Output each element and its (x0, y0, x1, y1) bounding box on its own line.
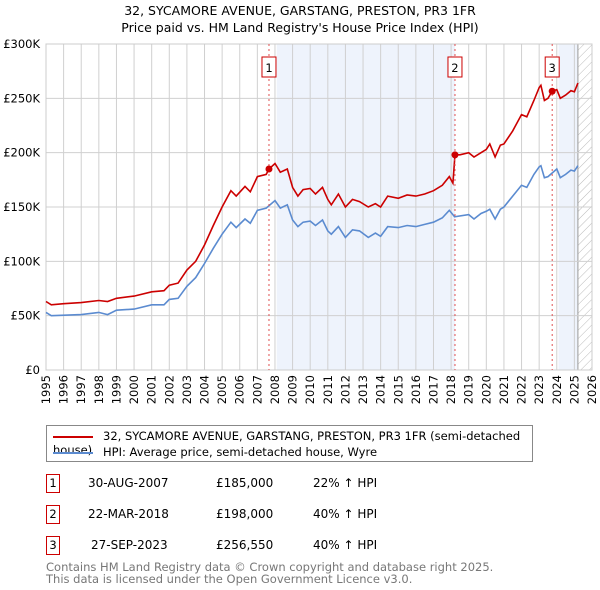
x-tick-label: 2025 (567, 375, 581, 404)
x-tick-label: 2005 (215, 375, 229, 404)
sale-number-box: 3 (46, 536, 60, 555)
sale-marker-box (447, 56, 463, 78)
y-tick-label: £50K (11, 309, 41, 323)
x-tick-label: 2016 (409, 375, 423, 404)
sale-marker-box (261, 56, 277, 78)
x-tick-label: 2022 (515, 375, 529, 404)
x-tick-label: 2004 (198, 375, 212, 404)
sale-hpi-change: 40% ↑ HPI (313, 538, 378, 552)
sale-number-box: 2 (46, 505, 60, 524)
chart-title: 32, SYCAMORE AVENUE, GARSTANG, PRESTON, … (124, 3, 476, 18)
x-tick-label: 2002 (162, 375, 176, 404)
sale-marker-box (544, 56, 560, 78)
x-tick-label: 1996 (57, 375, 71, 404)
footer-line-2: This data is licensed under the Open Gov… (46, 572, 413, 586)
y-tick-label: £0 (25, 363, 40, 377)
x-tick-label: 2006 (233, 375, 247, 404)
x-tick-label: 1997 (74, 375, 88, 404)
x-tick-label: 2003 (180, 375, 194, 404)
x-tick-label: 2011 (321, 375, 335, 404)
price-chart: 32, SYCAMORE AVENUE, GARSTANG, PRESTON, … (3, 3, 599, 404)
legend-label: 32, SYCAMORE AVENUE, GARSTANG, PRESTON, … (53, 429, 521, 457)
sale-point (265, 165, 273, 173)
x-tick-label: 2000 (127, 375, 141, 404)
plot-border (45, 43, 593, 371)
legend-swatch-blue (53, 451, 93, 454)
x-tick-label: 2021 (497, 375, 511, 404)
x-tick-label: 2013 (356, 375, 370, 404)
sale-price: £256,550 (216, 538, 274, 552)
x-tick-label: 2023 (532, 375, 546, 404)
x-tick-label: 2015 (391, 375, 405, 404)
sale-date: 27-SEP-2023 (91, 538, 168, 552)
legend-item-property: 32, SYCAMORE AVENUE, GARSTANG, PRESTON, … (53, 429, 532, 457)
legend-swatch-red (53, 435, 93, 438)
hpi-line (45, 164, 579, 317)
sale-marker-label: 1 (265, 61, 272, 75)
y-tick-label: £300K (3, 37, 40, 51)
x-tick-label: 2014 (374, 375, 388, 404)
sale-marker-label: 2 (451, 61, 458, 75)
x-tick-label: 2026 (585, 375, 599, 404)
x-tick-label: 1995 (39, 375, 53, 404)
sale-hpi-change: 22% ↑ HPI (313, 476, 378, 490)
y-tick-label: £100K (3, 254, 40, 268)
property-price-line (45, 82, 579, 306)
sale-number-box: 1 (46, 474, 60, 493)
legend-item-hpi: HPI: Average price, semi-detached house,… (53, 445, 377, 459)
y-tick-label: £150K (3, 200, 40, 214)
x-tick-label: 2007 (250, 375, 264, 404)
x-tick-label: 2008 (268, 375, 282, 404)
x-tick-label: 1998 (92, 375, 106, 404)
sale-date: 22-MAR-2018 (88, 507, 169, 521)
x-tick-label: 2019 (462, 375, 476, 404)
x-tick-label: 2012 (338, 375, 352, 404)
x-tick-label: 2024 (550, 375, 564, 404)
sale-point (548, 87, 556, 95)
sale-hpi-change: 40% ↑ HPI (313, 507, 378, 521)
x-tick-label: 2020 (479, 375, 493, 404)
sale-date: 30-AUG-2007 (88, 476, 169, 490)
sale-price: £198,000 (216, 507, 274, 521)
chart-subtitle: Price paid vs. HM Land Registry's House … (121, 20, 478, 35)
x-tick-label: 2018 (444, 375, 458, 404)
x-tick-label: 2017 (426, 375, 440, 404)
y-tick-label: £250K (3, 91, 40, 105)
sale-price: £185,000 (216, 476, 274, 490)
x-tick-label: 2010 (303, 375, 317, 404)
x-tick-label: 2009 (286, 375, 300, 404)
sale-point (451, 151, 459, 159)
footer-line-1: Contains HM Land Registry data © Crown c… (46, 560, 494, 574)
sale-marker-label: 3 (549, 61, 556, 75)
y-tick-label: £200K (3, 146, 40, 160)
x-tick-label: 1999 (109, 375, 123, 404)
legend-label: HPI: Average price, semi-detached house,… (103, 445, 378, 459)
legend: 32, SYCAMORE AVENUE, GARSTANG, PRESTON, … (46, 425, 533, 462)
x-tick-label: 2001 (145, 375, 159, 404)
